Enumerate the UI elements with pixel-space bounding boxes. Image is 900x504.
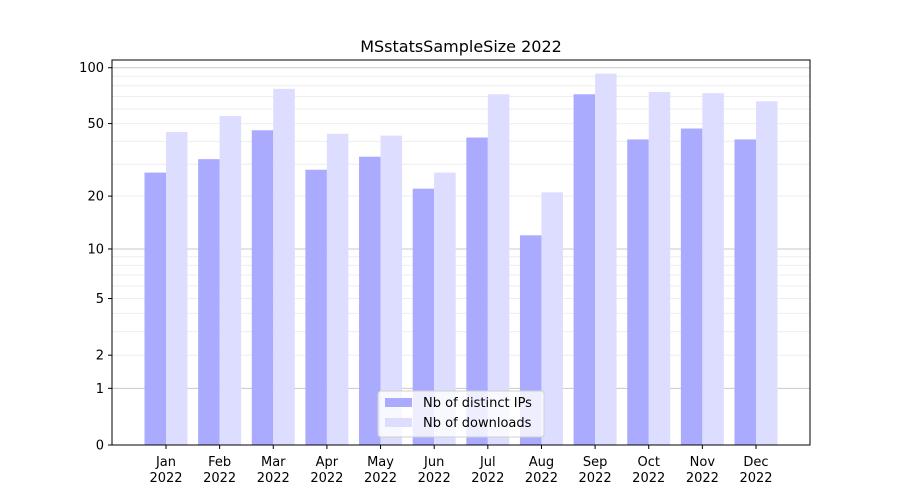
x-tick-label-month: Jul	[479, 455, 496, 470]
x-tick-label-month: Oct	[637, 455, 659, 470]
bar-downloads	[648, 92, 671, 445]
x-tick-label-year: 2022	[203, 471, 236, 486]
x-tick-label-year: 2022	[525, 471, 558, 486]
x-tick-label-month: Feb	[208, 455, 231, 470]
legend-swatch	[385, 418, 412, 427]
legend-box	[377, 390, 545, 438]
bar-downloads	[380, 135, 403, 445]
bar-downloads	[541, 192, 563, 445]
x-tick-label-year: 2022	[739, 471, 772, 486]
bar-distinct-ips	[251, 130, 274, 445]
chart-title: MSstatsSampleSize 2022	[360, 37, 562, 56]
bar-distinct-ips	[734, 139, 756, 445]
bar-distinct-ips	[680, 128, 703, 445]
bar-downloads	[595, 73, 617, 445]
bar-downloads	[219, 115, 242, 445]
bar-distinct-ips	[627, 139, 649, 445]
x-tick-label-year: 2022	[149, 471, 182, 486]
bar-downloads	[273, 88, 295, 446]
x-tick-label-year: 2022	[632, 471, 665, 486]
y-tick-label: 100	[79, 61, 104, 76]
bar-downloads	[166, 132, 188, 445]
y-tick-label: 20	[87, 190, 104, 205]
y-tick-label: 1	[96, 382, 104, 397]
x-tick-label-year: 2022	[686, 471, 719, 486]
x-tick-label-year: 2022	[364, 471, 397, 486]
y-tick-label: 10	[87, 242, 104, 257]
bar-downloads	[756, 101, 778, 446]
legend-label: Nb of downloads	[423, 416, 532, 431]
x-tick-label-month: Dec	[743, 455, 768, 470]
x-tick-label-year: 2022	[257, 471, 290, 486]
legend-label: Nb of distinct IPs	[423, 396, 532, 411]
bar-downloads	[702, 93, 724, 445]
bar-distinct-ips	[198, 159, 220, 445]
x-tick-label-year: 2022	[310, 471, 343, 486]
bar-downloads	[326, 133, 349, 445]
axes-frame	[111, 59, 811, 446]
bar-distinct-ips	[144, 172, 166, 445]
x-tick-label-month: May	[367, 455, 394, 470]
y-tick-label: 2	[96, 349, 104, 364]
bar-distinct-ips	[305, 169, 327, 445]
bar-downloads	[487, 94, 510, 445]
bar-distinct-ips	[359, 156, 381, 446]
x-tick-label-month: Mar	[261, 455, 286, 470]
y-tick-label: 0	[96, 439, 104, 454]
x-tick-label-year: 2022	[579, 471, 612, 486]
x-tick-label-month: Aug	[529, 455, 554, 470]
bar-distinct-ips	[573, 94, 596, 445]
bar-distinct-ips	[412, 188, 435, 445]
bar-downloads	[434, 172, 456, 445]
bar-distinct-ips	[466, 137, 488, 446]
x-tick-label-month: Sep	[583, 455, 608, 470]
x-tick-label-month: Jan	[155, 455, 176, 470]
y-tick-label: 50	[87, 117, 104, 132]
x-tick-label-month: Nov	[690, 455, 716, 470]
legend-swatch	[385, 398, 412, 407]
x-tick-label-month: Jun	[423, 455, 444, 470]
x-tick-label-year: 2022	[418, 471, 451, 486]
x-tick-label-month: Apr	[316, 455, 339, 470]
x-tick-label-year: 2022	[471, 471, 504, 486]
y-tick-label: 5	[96, 292, 104, 307]
